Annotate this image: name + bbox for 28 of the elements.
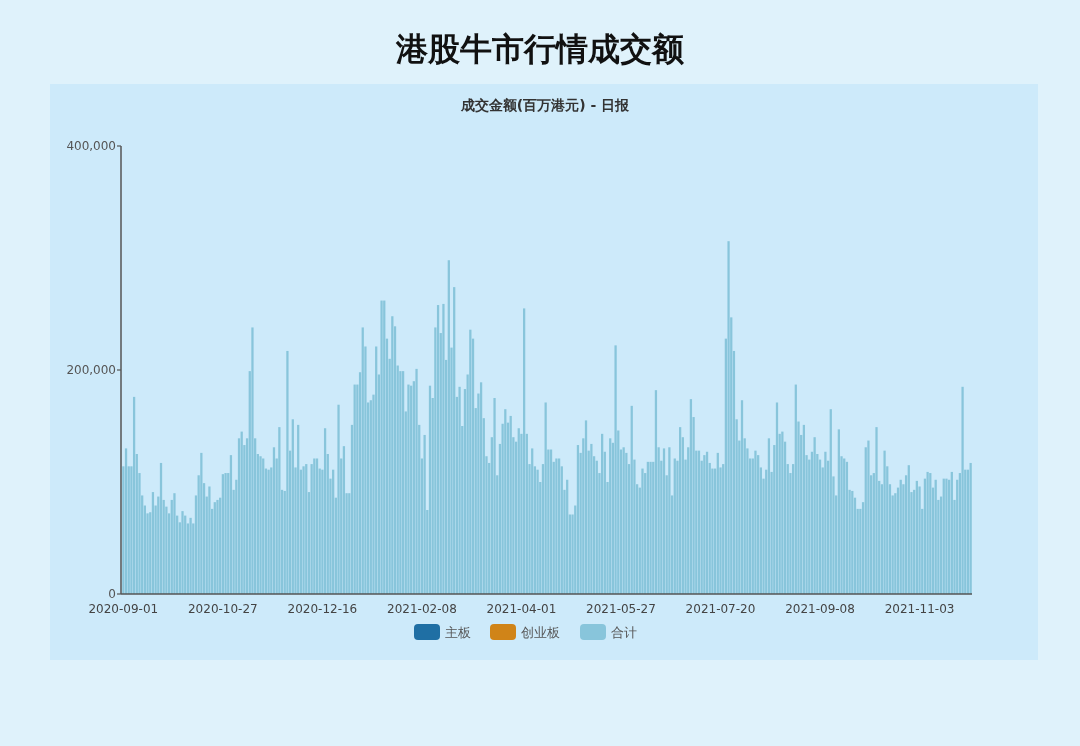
legend-label: 合计 — [611, 625, 637, 640]
y-tick-label: 200,000 — [66, 363, 116, 377]
bar — [875, 427, 878, 594]
x-tick-label: 2020-10-27 — [188, 602, 258, 616]
bar — [614, 345, 617, 594]
legend-label: 创业板 — [521, 625, 560, 640]
chart-title: 港股牛市行情成交额 — [395, 30, 684, 68]
bar — [590, 443, 593, 594]
y-tick-label: 0 — [108, 587, 116, 601]
bar — [668, 447, 671, 594]
x-tick-label: 2021-11-03 — [884, 602, 955, 616]
legend-label: 主板 — [445, 625, 471, 640]
x-tick-label: 2021-09-08 — [785, 602, 855, 616]
x-tick-label: 2020-09-01 — [88, 602, 159, 616]
bar — [961, 386, 964, 594]
bar — [286, 350, 289, 594]
chart-subtitle: 成交金额(百万港元) - 日报 — [459, 97, 631, 113]
bar — [423, 434, 426, 594]
y-tick-label: 400,000 — [66, 139, 116, 153]
bar — [727, 241, 730, 594]
bar — [493, 398, 496, 594]
x-tick-label: 2021-07-20 — [685, 602, 756, 616]
x-tick-label: 2021-05-27 — [586, 602, 656, 616]
bar — [251, 327, 254, 594]
bar — [337, 404, 340, 594]
x-tick-label: 2021-02-08 — [387, 602, 457, 616]
x-tick-label: 2020-12-16 — [287, 602, 358, 616]
x-tick-label: 2021-04-01 — [486, 602, 557, 616]
